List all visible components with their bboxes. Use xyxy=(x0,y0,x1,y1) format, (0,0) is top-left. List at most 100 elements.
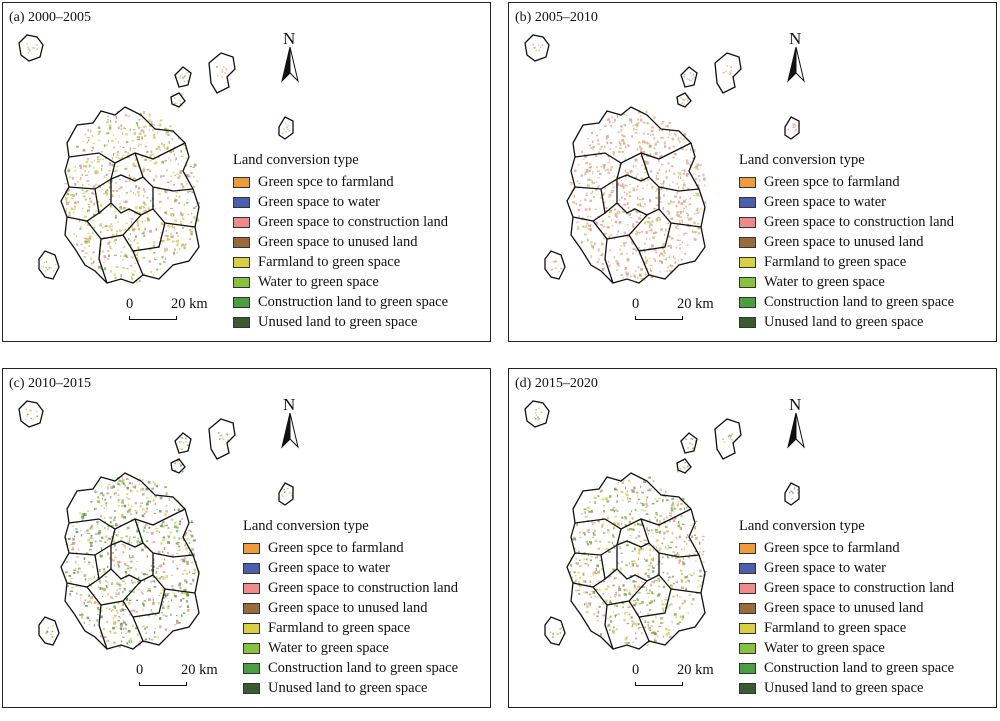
change-pixel xyxy=(174,174,177,176)
change-pixel xyxy=(668,632,670,635)
change-pixel xyxy=(791,123,794,125)
change-pixel xyxy=(70,577,73,579)
change-pixel xyxy=(102,494,105,497)
change-pixel xyxy=(166,130,169,134)
change-pixel xyxy=(678,606,681,609)
change-pixel xyxy=(651,581,654,583)
change-pixel xyxy=(132,153,134,156)
change-pixel xyxy=(191,561,194,564)
change-pixel xyxy=(144,638,148,641)
change-pixel xyxy=(109,245,112,249)
district-line xyxy=(122,588,166,618)
change-pixel xyxy=(69,193,73,197)
change-pixel xyxy=(115,591,117,594)
change-pixel xyxy=(160,222,163,226)
change-pixel xyxy=(611,508,614,512)
change-pixel xyxy=(688,594,692,596)
change-pixel xyxy=(131,256,134,259)
north-label: N xyxy=(283,29,296,48)
change-pixel xyxy=(224,72,226,74)
change-pixel xyxy=(638,199,641,201)
change-pixel xyxy=(120,632,123,635)
change-pixel xyxy=(102,227,104,229)
change-pixel xyxy=(145,626,149,629)
change-pixel xyxy=(541,44,544,46)
change-pixel xyxy=(178,441,181,443)
change-pixel xyxy=(185,163,188,167)
change-pixel xyxy=(639,115,642,117)
change-pixel xyxy=(611,209,613,212)
change-pixel xyxy=(98,159,101,161)
change-pixel xyxy=(659,155,663,159)
change-pixel xyxy=(642,140,645,143)
change-pixel xyxy=(159,207,161,209)
change-pixel xyxy=(662,571,665,574)
district-line xyxy=(592,580,648,606)
change-pixel xyxy=(124,114,128,117)
change-pixel xyxy=(137,247,140,249)
change-pixel xyxy=(122,155,125,157)
scale-line xyxy=(129,316,177,320)
change-pixel xyxy=(168,238,171,241)
change-pixel xyxy=(598,588,601,591)
change-pixel xyxy=(131,140,135,142)
change-pixel xyxy=(792,124,795,127)
change-pixel xyxy=(88,600,91,603)
change-pixel xyxy=(96,603,100,606)
change-pixel xyxy=(693,447,695,449)
district-line xyxy=(616,174,660,216)
change-pixel xyxy=(653,147,656,150)
change-pixel xyxy=(123,621,126,624)
change-pixel xyxy=(693,231,697,234)
change-pixel xyxy=(98,139,101,141)
change-pixel xyxy=(84,133,87,136)
change-pixel xyxy=(138,119,141,121)
change-pixel xyxy=(612,186,615,188)
change-pixel xyxy=(729,438,731,440)
change-pixel xyxy=(159,236,161,239)
change-pixel xyxy=(79,614,81,616)
change-pixel xyxy=(637,118,639,121)
legend-item: Farmland to green space xyxy=(739,618,954,638)
north-label: N xyxy=(789,395,802,414)
change-pixel xyxy=(672,551,675,553)
change-pixel xyxy=(593,496,597,499)
change-pixel xyxy=(594,154,597,156)
change-pixel xyxy=(731,433,733,435)
change-pixel xyxy=(631,550,634,552)
change-pixel xyxy=(596,555,599,558)
change-pixel xyxy=(552,635,554,638)
change-pixel xyxy=(136,124,139,127)
change-pixel xyxy=(665,496,667,498)
change-pixel xyxy=(614,215,617,218)
change-pixel xyxy=(614,213,618,216)
change-pixel xyxy=(166,594,169,597)
change-pixel xyxy=(703,201,707,205)
change-pixel xyxy=(685,438,687,440)
change-pixel xyxy=(79,594,83,597)
change-pixel xyxy=(585,162,589,165)
change-pixel xyxy=(161,160,164,164)
change-pixel xyxy=(117,505,120,507)
district-line xyxy=(152,186,194,192)
change-pixel xyxy=(132,536,136,538)
change-pixel xyxy=(635,602,637,605)
change-pixel xyxy=(112,617,115,620)
change-pixel xyxy=(132,485,135,488)
change-pixel xyxy=(71,194,75,197)
change-pixel xyxy=(103,269,107,271)
change-pixel xyxy=(685,159,689,162)
change-pixel xyxy=(676,183,679,185)
change-pixel xyxy=(135,611,138,613)
change-pixel xyxy=(622,277,625,279)
change-pixel xyxy=(652,480,655,482)
change-pixel xyxy=(67,215,70,218)
change-pixel xyxy=(613,547,616,549)
change-pixel xyxy=(692,447,694,450)
change-pixel xyxy=(618,151,621,153)
change-pixel xyxy=(167,552,169,554)
change-pixel xyxy=(634,623,637,626)
change-pixel xyxy=(595,188,598,191)
change-pixel xyxy=(668,604,670,607)
change-pixel xyxy=(102,627,105,631)
